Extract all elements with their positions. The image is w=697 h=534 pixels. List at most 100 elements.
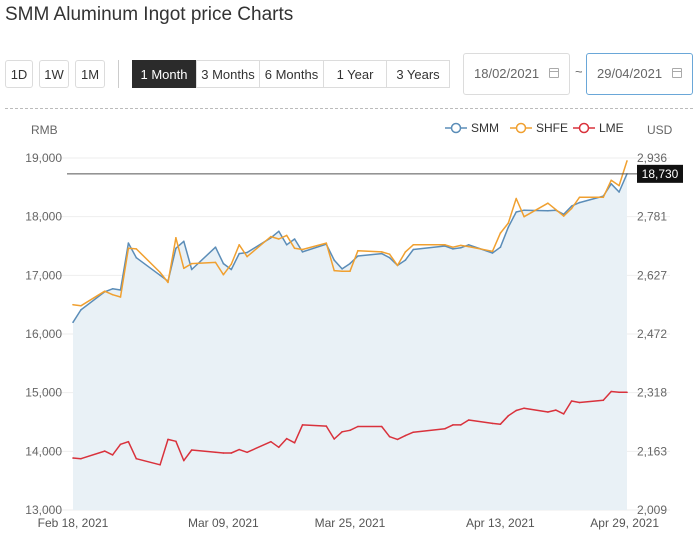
smm-point xyxy=(570,205,573,207)
smm-point xyxy=(111,288,114,290)
lme-point xyxy=(127,440,130,443)
lme-point xyxy=(80,457,82,460)
shfe-point xyxy=(167,281,169,284)
shfe-point xyxy=(626,160,628,162)
smm-point xyxy=(293,238,296,240)
right-tick-label: 2,318 xyxy=(637,386,667,400)
lme-point xyxy=(222,452,225,454)
legend-label-shfe: SHFE xyxy=(536,121,568,135)
smm-point xyxy=(159,274,161,277)
right-tick-label: 2,472 xyxy=(637,327,667,341)
lme-point xyxy=(214,451,217,454)
tab-3-months[interactable]: 3 Months xyxy=(196,60,260,88)
shfe-point xyxy=(119,296,122,298)
shfe-point xyxy=(602,196,605,199)
calendar-icon xyxy=(672,68,682,78)
legend-marker-smm xyxy=(450,122,462,134)
right-tick-label: 2,781 xyxy=(637,210,667,224)
reference-line-label: 18,730 xyxy=(642,167,679,181)
shfe-point xyxy=(183,267,185,270)
lme-point xyxy=(547,411,549,413)
lme-point xyxy=(507,415,510,417)
x-tick-label: Feb 18, 2021 xyxy=(38,516,109,530)
lme-point xyxy=(491,422,494,425)
lme-point xyxy=(238,448,240,451)
tab-3-years[interactable]: 3 Years xyxy=(386,60,450,88)
end-date-value: 29/04/2021 xyxy=(597,66,663,81)
chart-legend: SMM SHFE LME xyxy=(445,121,624,135)
right-tick-label: 2,627 xyxy=(637,268,667,282)
lme-point xyxy=(175,440,177,443)
smm-point xyxy=(610,183,612,185)
lme-point xyxy=(523,407,525,410)
shfe-point xyxy=(103,290,106,293)
lme-point xyxy=(333,438,336,440)
legend-marker-lme xyxy=(578,122,590,134)
lme-point xyxy=(452,424,454,426)
left-tick-label: 18,000 xyxy=(25,210,62,224)
shfe-point xyxy=(610,179,612,182)
right-tick-label: 2,163 xyxy=(637,444,667,458)
lme-point xyxy=(570,400,573,402)
lme-point xyxy=(285,437,288,440)
smm-point xyxy=(333,259,336,261)
smm-point xyxy=(523,209,525,211)
lme-point xyxy=(396,438,399,441)
smm-point xyxy=(72,321,74,324)
chart-axes: 19,000 2,936 18,000 2,781 17,000 2,627 16,000 2… xyxy=(25,123,672,530)
lme-point xyxy=(444,427,446,430)
smm-point xyxy=(214,246,217,248)
legend-label-smm: SMM xyxy=(471,121,499,135)
left-tick-label: 19,000 xyxy=(25,151,62,165)
lme-point xyxy=(380,425,383,428)
shfe-point xyxy=(246,255,248,258)
shfe-point xyxy=(404,251,407,253)
lme-point xyxy=(293,442,296,444)
smm-point xyxy=(404,259,407,261)
section-divider xyxy=(5,108,693,109)
shfe-point xyxy=(230,263,233,266)
smm-point xyxy=(499,246,502,248)
end-date-input[interactable]: 29/04/2021 xyxy=(586,53,693,95)
lme-point xyxy=(388,435,391,438)
lme-point xyxy=(301,424,304,426)
shfe-point xyxy=(380,251,383,253)
lme-point xyxy=(72,457,74,459)
lme-point xyxy=(578,401,581,404)
shfe-point xyxy=(515,197,517,200)
smm-point xyxy=(412,248,415,251)
range-1m-button[interactable]: 1M xyxy=(75,60,105,88)
smm-point xyxy=(80,309,82,311)
start-date-input[interactable]: 18/02/2021 xyxy=(463,53,570,95)
smm-point xyxy=(578,201,581,204)
lme-point xyxy=(555,409,557,411)
smm-point xyxy=(388,256,391,259)
shfe-point xyxy=(460,244,462,247)
smm-point xyxy=(246,251,248,254)
x-tick-label: Mar 09, 2021 xyxy=(188,516,259,530)
lme-series-line xyxy=(72,390,627,466)
lme-point xyxy=(349,429,351,432)
smm-point xyxy=(460,247,462,249)
smm-point xyxy=(491,252,494,254)
shfe-point xyxy=(190,262,193,265)
chart-areas xyxy=(73,173,627,511)
x-tick-label: Mar 25, 2021 xyxy=(315,516,386,530)
range-1d-button[interactable]: 1D xyxy=(5,60,33,88)
tab-6-months[interactable]: 6 Months xyxy=(259,60,324,88)
smm-point xyxy=(230,268,233,271)
lme-point xyxy=(230,452,233,454)
lme-point xyxy=(515,409,517,412)
shfe-point xyxy=(159,271,161,274)
shfe-point xyxy=(555,208,557,211)
tab-1-year[interactable]: 1 Year xyxy=(323,60,387,88)
shfe-point xyxy=(325,242,328,244)
tab-1-month[interactable]: 1 Month xyxy=(132,60,196,88)
range-1w-button[interactable]: 1W xyxy=(39,60,69,88)
smm-point xyxy=(341,268,343,270)
lme-point xyxy=(190,449,193,451)
right-tick-label: 2,936 xyxy=(637,151,667,165)
shfe-point xyxy=(388,253,391,255)
smm-point xyxy=(175,247,177,250)
